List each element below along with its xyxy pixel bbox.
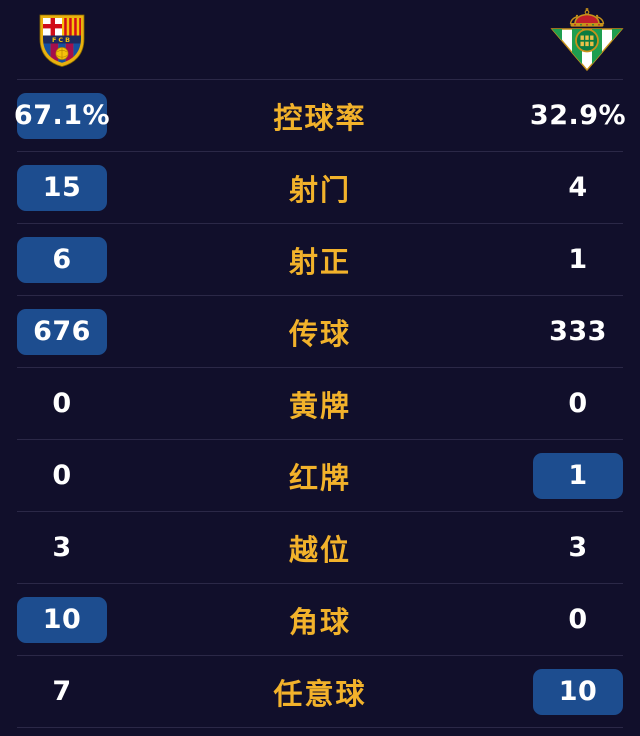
home-value: 676 bbox=[17, 308, 107, 355]
stat-label: 越位 bbox=[288, 532, 351, 567]
stat-label: 射正 bbox=[288, 244, 351, 279]
stat-label: 角球 bbox=[288, 604, 351, 639]
stat-row-passes: 676 传球 333 bbox=[0, 296, 640, 367]
away-value: 0 bbox=[568, 604, 588, 635]
stat-label: 传球 bbox=[288, 316, 351, 351]
divider bbox=[17, 151, 623, 152]
divider bbox=[17, 727, 623, 728]
divider bbox=[17, 79, 623, 80]
home-value: 6 bbox=[17, 236, 107, 283]
stat-label: 黄牌 bbox=[288, 388, 351, 423]
divider bbox=[17, 511, 623, 512]
crown-shape bbox=[569, 7, 605, 27]
divider bbox=[17, 295, 623, 296]
away-value: 0 bbox=[568, 388, 588, 419]
stat-label: 任意球 bbox=[273, 676, 367, 711]
away-value: 333 bbox=[549, 316, 607, 347]
away-team-crest-betis-icon bbox=[550, 7, 624, 71]
stat-label: 射门 bbox=[288, 172, 351, 207]
stat-row-yellow-cards: 0 黄牌 0 bbox=[0, 368, 640, 439]
home-value: 3 bbox=[52, 532, 72, 563]
away-value: 4 bbox=[568, 172, 588, 203]
divider bbox=[17, 655, 623, 656]
stat-label: 红牌 bbox=[288, 460, 351, 495]
divider bbox=[17, 367, 623, 368]
emblem-monogram bbox=[580, 35, 594, 46]
away-value: 1 bbox=[533, 452, 623, 499]
home-team-crest-barcelona-icon: FCB bbox=[39, 14, 85, 67]
stat-row-corners: 10 角球 0 bbox=[0, 584, 640, 655]
stat-row-shots-on-target: 6 射正 1 bbox=[0, 224, 640, 295]
stat-row-shots: 15 射门 4 bbox=[0, 152, 640, 223]
home-value: 10 bbox=[17, 596, 107, 643]
crest-fcb-text: FCB bbox=[52, 35, 72, 43]
divider bbox=[17, 223, 623, 224]
stat-row-offsides: 3 越位 3 bbox=[0, 512, 640, 583]
divider bbox=[17, 583, 623, 584]
stat-row-free-kicks: 7 任意球 10 bbox=[0, 656, 640, 727]
home-value: 67.1% bbox=[14, 92, 110, 139]
away-value: 3 bbox=[568, 532, 588, 563]
home-value: 15 bbox=[17, 164, 107, 211]
away-value: 32.9% bbox=[529, 100, 627, 131]
home-value: 0 bbox=[52, 388, 72, 419]
home-value: 0 bbox=[52, 460, 72, 491]
stat-label: 控球率 bbox=[273, 100, 367, 135]
away-value: 10 bbox=[533, 668, 623, 715]
teams-header: FCB bbox=[0, 0, 640, 79]
divider bbox=[17, 439, 623, 440]
stat-row-possession: 67.1% 控球率 32.9% bbox=[0, 80, 640, 151]
stat-row-red-cards: 0 红牌 1 bbox=[0, 440, 640, 511]
away-value: 1 bbox=[568, 244, 588, 275]
home-value: 7 bbox=[52, 676, 72, 707]
